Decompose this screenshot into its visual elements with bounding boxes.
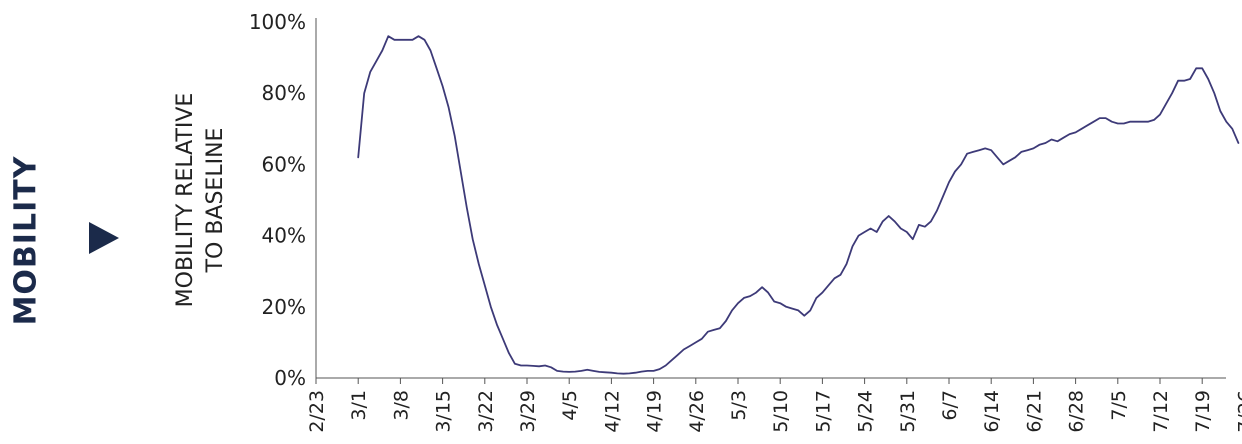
y-tick-label: 0% [274,366,306,390]
y-tick-label: 100% [249,10,306,34]
x-tick-label: 7/12 [1150,390,1172,433]
x-tick-label: 5/10 [770,390,792,433]
y-tick-label: 80% [262,81,306,105]
y-axis-label-line-2: TO BASELINE [203,128,228,274]
x-tick-label: 4/19 [644,390,666,433]
mobility-series-line [358,36,1238,374]
x-tick-label: 3/8 [390,390,412,421]
chart-ticks: 0% 20% 40% 60% 80% 100% 2/23 3/1 3/8 3/15 3/22 3/29… [249,10,1242,433]
x-tick-label: 6/14 [981,390,1003,433]
y-tick-label: 20% [262,295,306,319]
x-tick-label: 4/12 [601,390,623,433]
x-tick-label: 5/3 [728,390,750,421]
chart-axes [316,18,1226,378]
x-tick-label: 7/19 [1192,390,1214,433]
x-tick-label: 7/5 [1108,390,1130,421]
x-tick-label: 6/28 [1066,390,1088,433]
x-tick-label: 5/24 [855,390,877,433]
x-tick-label: 3/15 [433,390,455,433]
x-tick-label: 4/26 [686,390,708,433]
x-tick-label: 6/7 [939,390,961,421]
x-tick-label: 3/29 [517,390,539,433]
x-tick-label: 4/5 [559,390,581,421]
y-tick-label: 60% [262,152,306,176]
x-tick-label: 3/1 [348,390,370,421]
chart-series [358,36,1238,374]
x-tick-label: 6/21 [1023,390,1045,433]
x-tick-label: 7/26 [1234,390,1242,433]
x-tick-label: 5/17 [812,390,834,433]
y-tick-label: 40% [262,224,306,248]
y-axis-label-line-1: MOBILITY RELATIVE [173,93,198,308]
x-tick-label: 5/31 [897,390,919,433]
x-tick-label: 2/23 [306,390,328,433]
x-tick-label: 3/22 [475,390,497,433]
